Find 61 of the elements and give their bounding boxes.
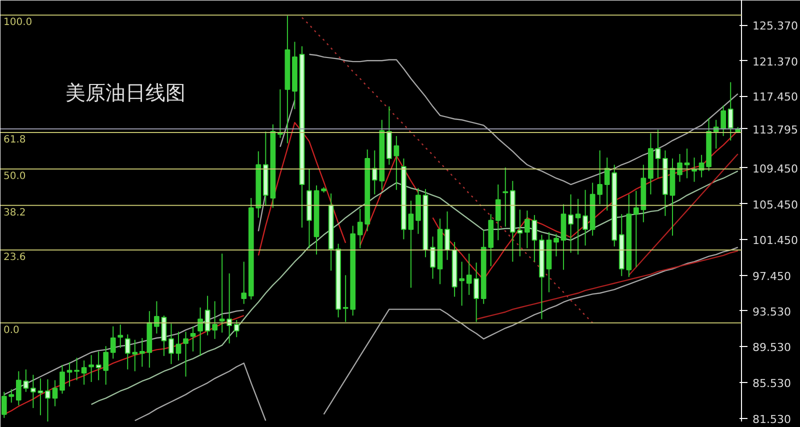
y-tick-label: 89.530 bbox=[752, 341, 791, 354]
y-tick-label: 125.370 bbox=[752, 20, 798, 33]
candlestick bbox=[241, 261, 247, 304]
candlestick bbox=[176, 331, 182, 361]
candlestick bbox=[524, 210, 530, 249]
candlestick bbox=[110, 326, 116, 360]
y-tick-label: 101.450 bbox=[752, 234, 798, 248]
candlestick bbox=[408, 200, 414, 288]
line-series bbox=[628, 153, 738, 276]
candlestick bbox=[154, 300, 160, 334]
candlestick bbox=[234, 320, 240, 338]
candlestick bbox=[212, 300, 218, 340]
line-series bbox=[301, 16, 594, 324]
candlestick bbox=[728, 82, 734, 142]
annotation: 100.0 bbox=[4, 17, 32, 28]
y-tick-label: 85.530 bbox=[752, 377, 791, 390]
candlestick bbox=[168, 323, 174, 365]
candlestick bbox=[30, 374, 36, 409]
candlestick bbox=[81, 360, 87, 386]
candlestick bbox=[183, 331, 188, 378]
annotation: 38.2 bbox=[4, 207, 26, 218]
candlestick bbox=[38, 378, 44, 416]
candlestick bbox=[568, 194, 574, 254]
y-tick-label: 105.450 bbox=[752, 198, 798, 212]
candlestick bbox=[554, 233, 559, 257]
annotation: 23.6 bbox=[4, 252, 26, 264]
line-series bbox=[90, 170, 738, 406]
y-tick-label: 117.450 bbox=[752, 90, 798, 104]
candlestick bbox=[502, 166, 508, 228]
y-tick-label: 109.450 bbox=[752, 162, 798, 176]
candlestick bbox=[684, 148, 690, 179]
candlestick bbox=[88, 354, 94, 383]
candlestick bbox=[204, 295, 210, 336]
candlestick bbox=[655, 129, 661, 179]
candlestick bbox=[575, 198, 581, 256]
line-series bbox=[476, 250, 738, 320]
annotation: 0.0 bbox=[4, 324, 20, 336]
y-tick-label: 121.370 bbox=[752, 55, 798, 68]
text: 美原油日线图 bbox=[66, 80, 186, 104]
candlestick bbox=[532, 214, 538, 262]
candlestick bbox=[8, 388, 14, 404]
y-tick-label: 81.530 bbox=[752, 413, 791, 426]
candlestick bbox=[1, 391, 7, 418]
candlestick bbox=[198, 307, 203, 356]
annotation: 50.0 bbox=[4, 170, 26, 182]
candlestick bbox=[52, 380, 58, 407]
candlestick bbox=[597, 150, 603, 205]
candlestick bbox=[582, 189, 588, 246]
candlestick bbox=[677, 154, 682, 182]
candlestick bbox=[430, 236, 436, 280]
annotation: 61.8 bbox=[4, 134, 26, 146]
candlestick bbox=[444, 210, 450, 260]
candlestick bbox=[190, 326, 196, 352]
y-tick-label: 97.450 bbox=[752, 270, 791, 284]
candlestick bbox=[118, 324, 124, 348]
candlestick bbox=[45, 378, 50, 422]
candlestick bbox=[459, 261, 464, 306]
candlestick bbox=[495, 184, 501, 241]
y-tick-label: 113.795 bbox=[752, 123, 798, 136]
candlestick bbox=[60, 364, 65, 394]
y-tick-label: 93.530 bbox=[752, 305, 791, 318]
